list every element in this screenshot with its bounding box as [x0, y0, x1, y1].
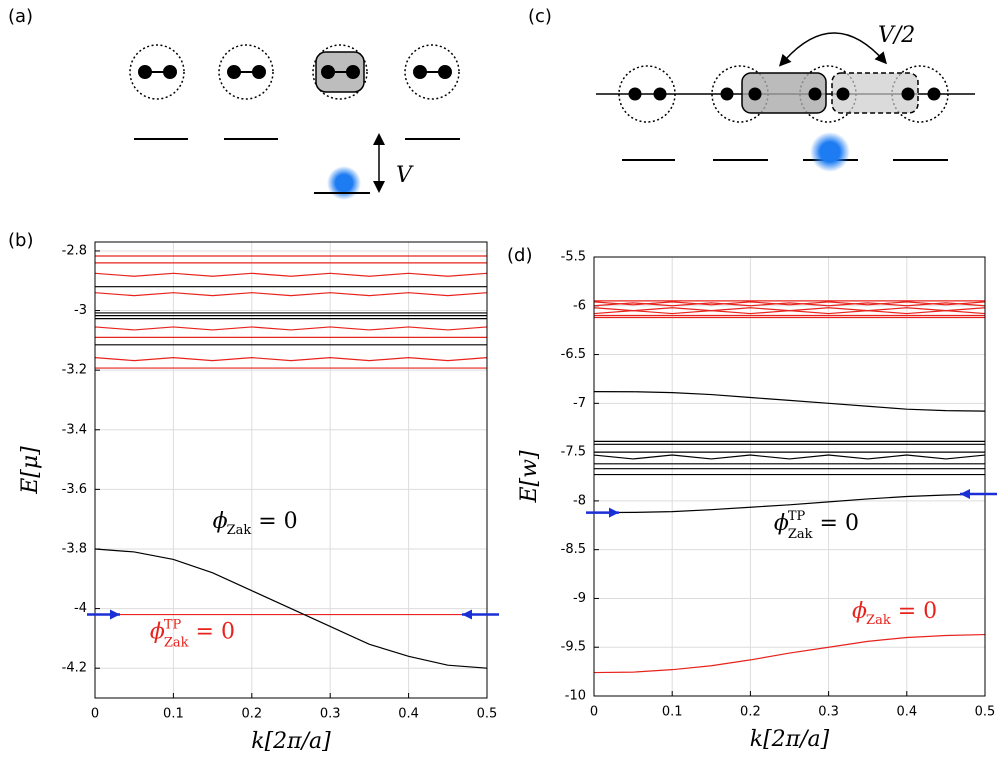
x-tick-label: 0.5 [975, 705, 996, 720]
annotation-sub: Zak [164, 635, 189, 650]
coupling-label: V [396, 163, 414, 188]
edge-arrow-head [609, 507, 619, 518]
plot-frame [593, 256, 986, 697]
series-line [94, 548, 488, 669]
panel-label: (b) [8, 230, 33, 251]
plot-frame [94, 241, 488, 699]
x-tick-label: 0.2 [241, 707, 262, 722]
y-tick-label: -6 [573, 298, 586, 313]
annotation: ϕZak = 0 [852, 599, 937, 628]
annotation: ϕZak = 0 [213, 509, 298, 538]
panel-label: (a) [8, 6, 33, 27]
y-tick-label: -4 [74, 601, 87, 616]
annotation: ϕTP Zak = 0 [774, 509, 859, 542]
series-line [94, 272, 488, 277]
annotation-sub: Zak [866, 613, 891, 628]
y-tick-label: -7 [573, 396, 586, 411]
y-tick-label: -3.2 [62, 363, 87, 378]
x-axis-label: k[2π/a] [750, 727, 830, 752]
x-tick-label: 0.4 [896, 705, 917, 720]
annotation-rhs: = 0 [813, 511, 859, 536]
x-tick-label: 0.4 [398, 707, 419, 722]
y-tick-label: -3.6 [62, 482, 87, 497]
y-tick-label: -7.5 [561, 445, 586, 460]
x-tick-label: 0.3 [818, 705, 839, 720]
panel-label: (d) [507, 245, 532, 266]
y-tick-label: -6.5 [561, 347, 586, 362]
annotation-rhs: = 0 [189, 619, 235, 644]
annotation-symbol: ϕ [852, 599, 867, 624]
x-tick-label: 0.3 [320, 707, 341, 722]
annotation-sup: TP [164, 617, 182, 632]
y-tick-label: -9.5 [561, 640, 586, 655]
annotation: ϕTP Zak = 0 [150, 617, 235, 650]
annotation-rhs: = 0 [251, 509, 297, 534]
y-axis-label: E[w] [517, 450, 542, 503]
diagram-a: (a) V [8, 6, 460, 200]
series-line [593, 391, 986, 412]
edge-arrow-head [110, 609, 120, 620]
y-tick-label: -8.5 [561, 542, 586, 557]
series-line [593, 310, 986, 315]
x-tick-label: 0 [91, 707, 99, 722]
chart: (d) -5.5 -6 -6.5 -7 -7.5 -8 -8.5 -9 -9.5 -10 0 0.1 0.… [507, 245, 997, 752]
coupling-label: V/2 [878, 23, 915, 48]
annotation-sub: Zak [227, 523, 252, 538]
y-tick-label: -9 [573, 591, 586, 606]
annotation-symbol: ϕ [213, 509, 228, 534]
series-line [593, 454, 986, 460]
series-line [593, 302, 986, 307]
y-tick-label: -8 [573, 493, 586, 508]
series-line [94, 357, 488, 362]
x-tick-label: 0.2 [740, 705, 761, 720]
chart: (b) -2.8 -3 -3.2 -3.4 -3.6 -3.8 -4 -4.2 0 0.1 0.2 0.… [8, 230, 499, 754]
y-tick-label: -4.2 [62, 661, 87, 676]
series-line [94, 326, 488, 331]
annotation-sup: TP [788, 509, 806, 524]
series-line [593, 633, 986, 674]
y-tick-label: -3.8 [62, 541, 87, 556]
x-tick-label: 0.5 [477, 707, 498, 722]
y-tick-label: -10 [565, 689, 586, 704]
x-axis-label: k[2π/a] [251, 729, 331, 754]
panel-label: (c) [528, 6, 552, 27]
diagram-c: (c) V/2 [528, 6, 975, 172]
edge-arrow-head [960, 489, 970, 500]
annotation-rhs: = 0 [891, 599, 937, 624]
y-axis-label: E[μ] [18, 446, 43, 495]
series-line [94, 292, 488, 297]
x-tick-label: 0 [590, 705, 598, 720]
y-tick-label: -5.5 [561, 250, 586, 265]
y-tick-label: -2.8 [62, 243, 87, 258]
series-line [593, 493, 986, 514]
x-tick-label: 0.1 [163, 707, 184, 722]
edge-arrow-head [462, 609, 472, 620]
y-tick-label: -3.4 [62, 422, 87, 437]
x-tick-label: 0.1 [662, 705, 683, 720]
series-line [593, 301, 986, 306]
annotation-sub: Zak [788, 527, 813, 542]
annotation-symbol: ϕ [150, 619, 165, 644]
annotation-symbol: ϕ [774, 511, 789, 536]
y-tick-label: -3 [74, 303, 87, 318]
